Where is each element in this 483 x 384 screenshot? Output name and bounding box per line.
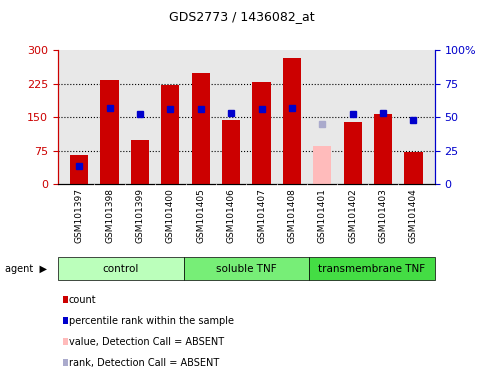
Bar bbox=[283, 58, 301, 184]
Bar bbox=[313, 146, 331, 184]
Text: GSM101397: GSM101397 bbox=[75, 188, 84, 243]
Text: GSM101404: GSM101404 bbox=[409, 188, 418, 243]
FancyBboxPatch shape bbox=[309, 257, 435, 280]
Text: transmembrane TNF: transmembrane TNF bbox=[318, 264, 426, 274]
FancyBboxPatch shape bbox=[184, 257, 309, 280]
FancyBboxPatch shape bbox=[58, 257, 184, 280]
Bar bbox=[131, 139, 149, 184]
Text: GSM101401: GSM101401 bbox=[318, 188, 327, 243]
Text: GSM101398: GSM101398 bbox=[105, 188, 114, 243]
Text: GSM101403: GSM101403 bbox=[379, 188, 387, 243]
Text: GSM101399: GSM101399 bbox=[136, 188, 144, 243]
Bar bbox=[343, 122, 362, 184]
Bar bbox=[100, 80, 119, 184]
Text: GSM101402: GSM101402 bbox=[348, 188, 357, 243]
Text: GSM101406: GSM101406 bbox=[227, 188, 236, 243]
Bar bbox=[374, 114, 392, 184]
Bar bbox=[161, 85, 180, 184]
Text: GSM101400: GSM101400 bbox=[166, 188, 175, 243]
Text: rank, Detection Call = ABSENT: rank, Detection Call = ABSENT bbox=[69, 358, 219, 368]
Bar bbox=[222, 120, 240, 184]
Text: control: control bbox=[102, 264, 139, 274]
Text: percentile rank within the sample: percentile rank within the sample bbox=[69, 316, 234, 326]
Text: agent  ▶: agent ▶ bbox=[5, 264, 47, 274]
Text: count: count bbox=[69, 295, 97, 305]
Bar bbox=[192, 73, 210, 184]
Text: GSM101408: GSM101408 bbox=[287, 188, 297, 243]
Text: value, Detection Call = ABSENT: value, Detection Call = ABSENT bbox=[69, 337, 224, 347]
Bar bbox=[253, 82, 270, 184]
Bar bbox=[70, 155, 88, 184]
Text: soluble TNF: soluble TNF bbox=[216, 264, 277, 274]
Text: GSM101405: GSM101405 bbox=[196, 188, 205, 243]
Text: GSM101407: GSM101407 bbox=[257, 188, 266, 243]
Bar bbox=[404, 152, 423, 184]
Text: GDS2773 / 1436082_at: GDS2773 / 1436082_at bbox=[169, 10, 314, 23]
